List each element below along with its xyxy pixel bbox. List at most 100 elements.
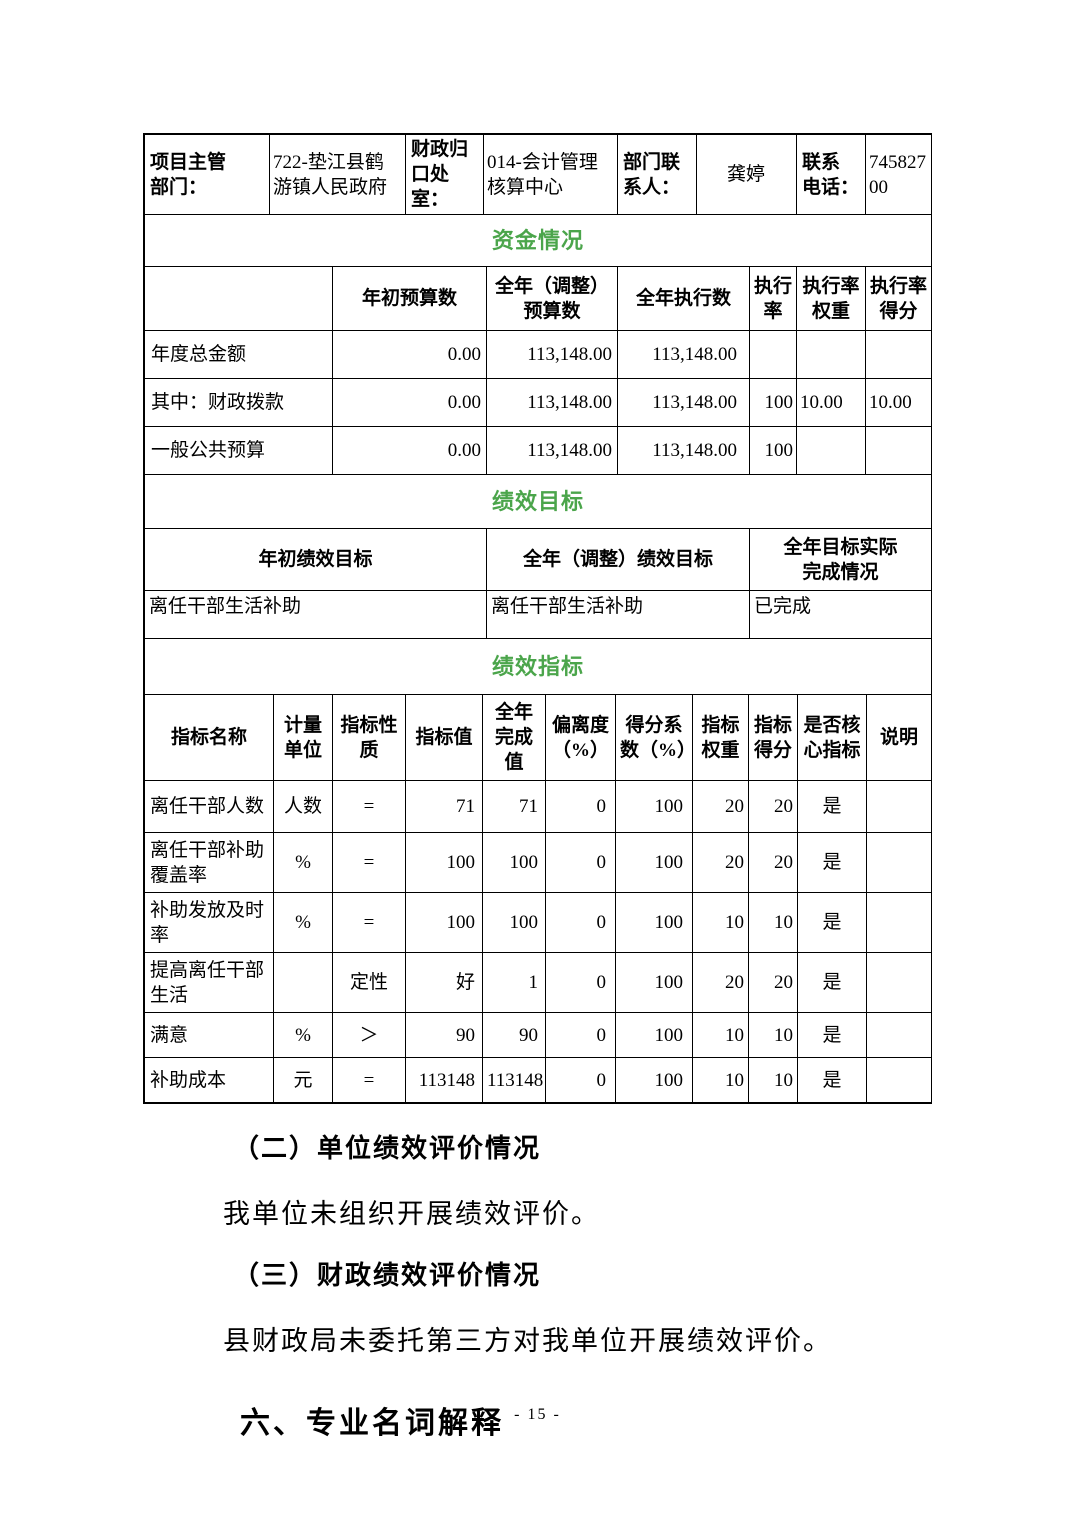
table-cell: 113148 xyxy=(482,1057,546,1104)
table-cell: 是 xyxy=(797,952,867,1014)
info-label-finance-office: 财政归 口处室： xyxy=(405,133,484,216)
table-cell: 离任干部生活补助 xyxy=(486,590,750,640)
funding-row-total: 年度总金额 0.00 113,148.00 113,148.00 xyxy=(144,330,933,380)
info-value-phone: 745827 00 xyxy=(865,133,932,216)
column-header: 年初预算数 xyxy=(332,266,487,332)
page-number: - 15 - xyxy=(514,1406,561,1423)
table-cell: = xyxy=(332,892,406,954)
report-table-block: 项目主管 部门： 722-垫江县鹤 游镇人民政府 财政归 口处室： 014-会计… xyxy=(143,133,933,1105)
table-cell: 10 xyxy=(748,1057,798,1104)
info-row: 项目主管 部门： 722-垫江县鹤 游镇人民政府 财政归 口处室： 014-会计… xyxy=(144,133,932,216)
indicator-row: 离任干部人数 人数 = 71 71 0 100 20 20 是 xyxy=(144,780,933,834)
section-heading-unit-evaluation: （二）单位绩效评价情况 xyxy=(233,1134,542,1164)
table-cell: 0.00 xyxy=(332,426,487,476)
indicator-row: 补助成本 元 = 113148 113148 0 100 10 10 是 xyxy=(144,1057,933,1104)
table-cell xyxy=(865,892,933,954)
table-cell: 是 xyxy=(797,1012,867,1059)
section-title-indicators: 绩效指标 xyxy=(143,638,933,696)
table-cell: ＞ xyxy=(332,1012,406,1059)
table-cell: 0.00 xyxy=(332,378,487,428)
table-cell: 是 xyxy=(797,892,867,954)
table-cell: 10 xyxy=(692,892,749,954)
table-cell: 离任干部补助 覆盖率 xyxy=(144,832,274,894)
column-header: 执行率 得分 xyxy=(864,266,933,332)
funding-row-fiscal: 其中：财政拨款 0.00 113,148.00 113,148.00 100 1… xyxy=(144,378,933,428)
table-cell: 0 xyxy=(545,780,616,834)
info-value-project-dept: 722-垫江县鹤 游镇人民政府 xyxy=(269,133,406,216)
section-title-funding: 资金情况 xyxy=(143,214,933,268)
table-cell: 提高离任干部 生活 xyxy=(144,952,274,1014)
table-cell: 20 xyxy=(748,832,798,894)
table-cell: 是 xyxy=(797,832,867,894)
table-cell: 是 xyxy=(797,1057,867,1104)
column-header: 全年 完成 值 xyxy=(482,694,546,782)
indicator-row: 补助发放及时 率 % = 100 100 0 100 10 10 是 xyxy=(144,892,933,954)
table-cell xyxy=(796,426,866,476)
table-cell: 一般公共预算 xyxy=(144,426,333,476)
column-header: 指标名称 xyxy=(144,694,274,782)
table-cell: 100 xyxy=(405,892,483,954)
table-cell: 20 xyxy=(692,780,749,834)
table-cell xyxy=(749,330,797,380)
table-cell: 是 xyxy=(797,780,867,834)
indicators-title-row: 绩效指标 xyxy=(143,638,933,696)
info-table: 项目主管 部门： 722-垫江县鹤 游镇人民政府 财政归 口处室： 014-会计… xyxy=(144,133,932,216)
table-cell: 20 xyxy=(748,780,798,834)
table-cell: 100 xyxy=(749,378,797,428)
table-cell: 其中：财政拨款 xyxy=(144,378,333,428)
goals-table: 绩效目标 年初绩效目标 全年（调整）绩效目标 全年目标实际 完成情况 离任干部生… xyxy=(144,474,932,640)
table-cell xyxy=(865,1012,933,1059)
indicator-row: 满意 % ＞ 90 90 0 100 10 10 是 xyxy=(144,1012,933,1059)
table-cell: 0 xyxy=(545,892,616,954)
table-cell: 10 xyxy=(748,892,798,954)
table-cell: 100 xyxy=(405,832,483,894)
table-cell: 好 xyxy=(405,952,483,1014)
table-cell: 10.00 xyxy=(864,378,933,428)
column-header: 指标 得分 xyxy=(748,694,798,782)
table-cell: 0 xyxy=(545,1012,616,1059)
section-title-goals: 绩效目标 xyxy=(144,474,932,530)
table-cell: 71 xyxy=(405,780,483,834)
info-value-contact-person: 龚婷 xyxy=(696,133,797,216)
table-cell: 已完成 xyxy=(749,590,932,640)
table-cell: 人数 xyxy=(273,780,333,834)
column-header: 得分系 数（%） xyxy=(615,694,693,782)
table-cell: 0 xyxy=(545,952,616,1014)
table-cell: 113,148.00 xyxy=(617,378,750,428)
section-body-unit-evaluation: 我单位未组织开展绩效评价。 xyxy=(223,1199,600,1230)
table-cell: 100 xyxy=(482,892,546,954)
table-cell: = xyxy=(332,832,406,894)
table-cell xyxy=(273,952,333,1014)
table-cell xyxy=(864,426,933,476)
section-body-fiscal-evaluation: 县财政局未委托第三方对我单位开展绩效评价。 xyxy=(223,1326,832,1357)
column-header: 全年目标实际 完成情况 xyxy=(749,528,932,592)
table-cell: = xyxy=(332,780,406,834)
section-heading-fiscal-evaluation: （三）财政绩效评价情况 xyxy=(233,1261,542,1291)
chapter-heading-terms: 六、专业名词解释 xyxy=(240,1407,504,1441)
goals-data-row: 离任干部生活补助 离任干部生活补助 已完成 xyxy=(144,590,932,640)
table-cell: % xyxy=(273,1012,333,1059)
column-header: 指标 权重 xyxy=(692,694,749,782)
info-label-project-dept: 项目主管 部门： xyxy=(144,133,270,216)
table-cell xyxy=(865,1057,933,1104)
goals-header-row: 年初绩效目标 全年（调整）绩效目标 全年目标实际 完成情况 xyxy=(144,528,932,592)
table-cell xyxy=(796,330,866,380)
table-cell: 100 xyxy=(615,1057,693,1104)
column-header: 指标值 xyxy=(405,694,483,782)
table-cell: 100 xyxy=(615,952,693,1014)
table-cell: 71 xyxy=(482,780,546,834)
table-cell: 10 xyxy=(692,1057,749,1104)
table-cell: 113148 xyxy=(405,1057,483,1104)
indicators-table: 绩效指标 指标名称 计量 单位 指标性 质 指标值 全年 完成 值 偏离度 （%… xyxy=(143,638,933,1104)
table-cell: 定性 xyxy=(332,952,406,1014)
table-cell: 113,148.00 xyxy=(617,426,750,476)
indicators-header-row: 指标名称 计量 单位 指标性 质 指标值 全年 完成 值 偏离度 （%） 得分系… xyxy=(144,694,933,782)
table-cell: 90 xyxy=(482,1012,546,1059)
table-cell: 0 xyxy=(545,832,616,894)
column-header: 全年执行数 xyxy=(617,266,750,332)
table-cell: 满意 xyxy=(144,1012,274,1059)
funding-table: 资金情况 年初预算数 全年（调整） 预算数 全年执行数 执行 率 执行率 权重 … xyxy=(143,214,933,476)
funding-title-row: 资金情况 xyxy=(143,214,933,268)
funding-header-row: 年初预算数 全年（调整） 预算数 全年执行数 执行 率 执行率 权重 执行率 得… xyxy=(144,266,933,332)
